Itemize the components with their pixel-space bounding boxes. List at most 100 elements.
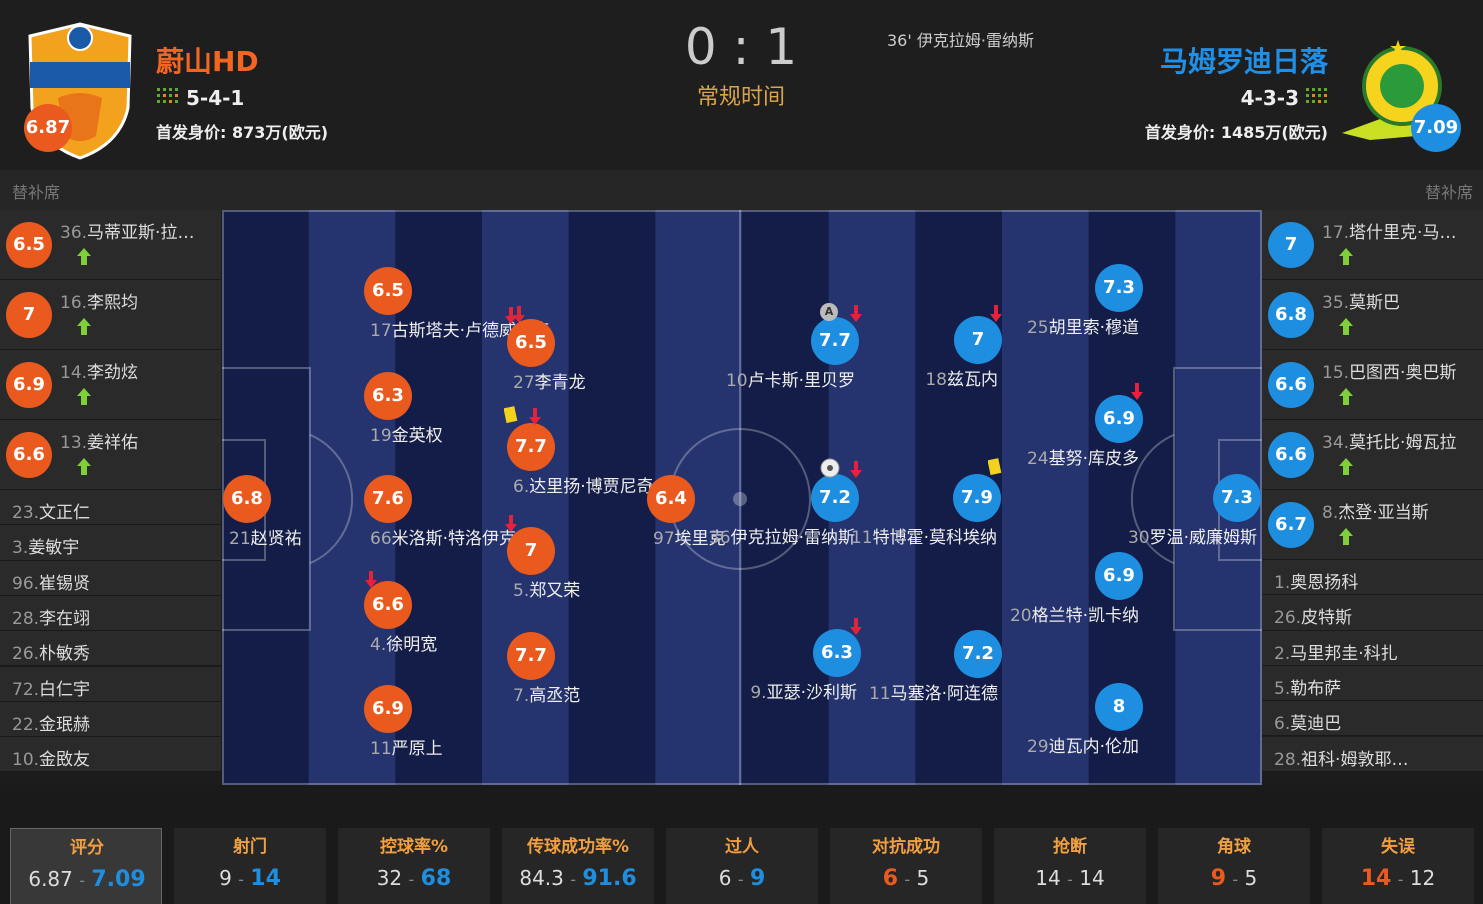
stat-home: 6 — [718, 866, 732, 890]
stat-home: 14 — [1035, 866, 1061, 890]
stat-sep: - — [1232, 870, 1239, 889]
bench-player: 96.崔锡贤 — [12, 569, 90, 594]
player-name: 莫托比·姆瓦拉 — [1349, 433, 1457, 453]
player-name: 马里邦圭·科扎 — [1290, 643, 1398, 664]
sub-off-icon — [504, 307, 522, 325]
away-name: 马姆罗迪日落 — [1159, 45, 1328, 78]
player-label: 27李青龙 — [513, 368, 586, 393]
bench-row — [1262, 595, 1483, 631]
stat-home: 14 — [1360, 866, 1392, 891]
player-label: 10卢卡斯·里贝罗 — [726, 366, 855, 391]
bench-player: 6.莫迪巴 — [1274, 709, 1341, 734]
player-number: 25 — [1026, 318, 1049, 338]
bench-player: 72.白仁宇 — [12, 675, 90, 700]
player-name: 兹瓦内 — [947, 370, 998, 390]
stat-sep: - — [1067, 870, 1073, 889]
player-rating: 7.6 — [364, 475, 412, 523]
player-number: 7. — [513, 686, 530, 706]
bench-row — [0, 525, 221, 561]
sub-in-icon — [76, 318, 94, 336]
stat-home: 6 — [882, 866, 899, 891]
away-formation: 4-3-3 — [1240, 86, 1299, 110]
sub-in-icon — [1338, 528, 1356, 546]
bench-player: 26.朴敏秀 — [12, 639, 90, 664]
player-number: 16. — [60, 293, 88, 313]
bench-row — [0, 560, 221, 596]
stat-away: 5 — [1244, 866, 1258, 890]
player-name: 格兰特·凯卡纳 — [1031, 606, 1139, 626]
stat-home: 9 — [219, 866, 232, 890]
home-value: 首发身价: 873万(欧元) — [156, 119, 328, 143]
player-name: 白仁宇 — [39, 679, 91, 700]
player-number: 2. — [1274, 643, 1291, 664]
away-bench-title: 替补席 — [1424, 183, 1473, 202]
stat-sep: - — [238, 870, 244, 889]
stat-values: 6.87 - 7.09 — [11, 867, 163, 892]
bench-player: 2.马里邦圭·科扎 — [1274, 639, 1398, 664]
sub-off-icon — [849, 461, 867, 479]
bench-bar — [0, 170, 1483, 210]
bench-rating: 7 — [6, 292, 52, 338]
player-number: 13. — [60, 433, 88, 453]
sub-in-icon — [1338, 388, 1356, 406]
player-number: 6. — [513, 477, 530, 497]
stat-sep: - — [1397, 870, 1404, 889]
player-number: 97 — [653, 529, 675, 549]
player-rating: 6.4 — [647, 475, 695, 523]
player-rating: 6.3 — [364, 372, 412, 420]
player-name: 奥恩扬科 — [1290, 573, 1359, 593]
stat-label: 对抗成功 — [872, 837, 940, 857]
player-label: 66米洛斯·特洛伊克 — [370, 524, 516, 549]
bench-player: 3.姜敏宇 — [12, 533, 79, 558]
home-name: 蔚山HD — [156, 45, 259, 78]
bench-player: 15.巴图西·奥巴斯 — [1322, 358, 1456, 383]
player-name: 李在翊 — [39, 608, 91, 629]
bench-rating: 6.5 — [6, 222, 52, 268]
bench-row — [1262, 736, 1483, 772]
bench-player: 36.马蒂亚斯·拉… — [60, 218, 194, 243]
stat-home: 9 — [1210, 866, 1227, 891]
player-name: 姜敏宇 — [28, 538, 80, 559]
player-name: 金敃友 — [39, 750, 91, 771]
player-name: 皮特斯 — [1301, 608, 1353, 629]
stat-sep: - — [408, 870, 415, 889]
player-label: 18兹瓦内 — [925, 365, 998, 390]
bench-row — [1262, 701, 1483, 737]
away-rating: 7.09 — [1411, 104, 1461, 152]
player-name: 金珉赫 — [39, 714, 91, 735]
stat-label: 控球率% — [379, 837, 449, 857]
player-name: 严原上 — [391, 739, 443, 759]
player-rating: 7.7 — [811, 317, 859, 365]
bench-rating: 6.6 — [1268, 362, 1314, 408]
bench-row — [1262, 630, 1483, 666]
home-formation: 5-4-1 — [186, 86, 245, 110]
sub-in-icon — [1338, 318, 1356, 336]
player-number: 23. — [12, 503, 40, 523]
player-number: 72. — [12, 679, 40, 700]
sub-off-icon — [364, 571, 382, 589]
player-number: 19 — [370, 426, 392, 446]
yellow-card — [503, 406, 522, 424]
captain-mark: A — [820, 303, 838, 321]
stat-card: 评分 6.87 - 7.09 — [10, 828, 162, 904]
stat-values: 32 - 68 — [338, 866, 490, 891]
player-rating: 6.9 — [1095, 395, 1143, 443]
stat-values: 9 - 5 — [1158, 866, 1310, 891]
stat-sep: - — [904, 870, 911, 889]
bench-player: 28.李在翊 — [12, 604, 90, 629]
goal-event: 36' 伊克拉姆·雷纳斯 — [887, 27, 1034, 51]
stat-away: 14 — [1079, 866, 1105, 890]
player-name: 特博霍·莫科埃纳 — [872, 528, 997, 548]
player-label: 30罗温·威廉姆斯 — [1128, 523, 1257, 548]
bench-player: 8.杰登·亚当斯 — [1322, 498, 1429, 523]
stat-label: 过人 — [725, 837, 759, 857]
bench-rating: 6.6 — [1268, 432, 1314, 478]
player-number: 34. — [1322, 433, 1350, 453]
player-rating: 7.9 — [953, 474, 1001, 522]
sub-off-icon — [849, 305, 867, 323]
stat-values: 6 - 5 — [830, 866, 982, 891]
stat-card: 角球 9 - 5 — [1158, 828, 1310, 904]
player-name: 姜祥佑 — [87, 433, 139, 453]
player-rating: 6.6 — [364, 581, 412, 629]
